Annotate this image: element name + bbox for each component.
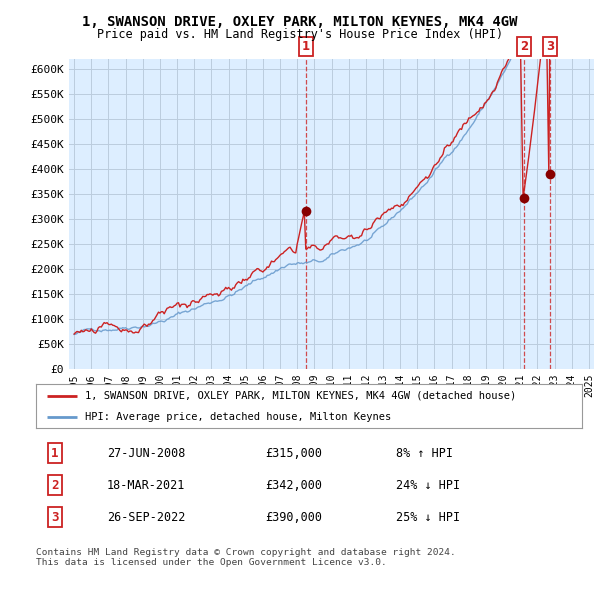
Text: 1: 1 [302, 41, 310, 54]
Text: 1, SWANSON DRIVE, OXLEY PARK, MILTON KEYNES, MK4 4GW (detached house): 1, SWANSON DRIVE, OXLEY PARK, MILTON KEY… [85, 391, 517, 401]
Text: 2: 2 [520, 41, 528, 54]
Text: 18-MAR-2021: 18-MAR-2021 [107, 478, 185, 491]
Text: 2: 2 [52, 478, 59, 491]
Text: £390,000: £390,000 [265, 511, 322, 524]
Text: 8% ↑ HPI: 8% ↑ HPI [397, 447, 454, 460]
Text: 1: 1 [52, 447, 59, 460]
Text: 1, SWANSON DRIVE, OXLEY PARK, MILTON KEYNES, MK4 4GW: 1, SWANSON DRIVE, OXLEY PARK, MILTON KEY… [82, 15, 518, 30]
Text: 3: 3 [546, 41, 554, 54]
Text: £315,000: £315,000 [265, 447, 322, 460]
Text: Contains HM Land Registry data © Crown copyright and database right 2024.
This d: Contains HM Land Registry data © Crown c… [36, 548, 456, 567]
Text: £342,000: £342,000 [265, 478, 322, 491]
Text: Price paid vs. HM Land Registry's House Price Index (HPI): Price paid vs. HM Land Registry's House … [97, 28, 503, 41]
Text: 26-SEP-2022: 26-SEP-2022 [107, 511, 185, 524]
Text: HPI: Average price, detached house, Milton Keynes: HPI: Average price, detached house, Milt… [85, 412, 391, 422]
Text: 24% ↓ HPI: 24% ↓ HPI [397, 478, 460, 491]
Text: 27-JUN-2008: 27-JUN-2008 [107, 447, 185, 460]
Text: 25% ↓ HPI: 25% ↓ HPI [397, 511, 460, 524]
Text: 3: 3 [52, 511, 59, 524]
